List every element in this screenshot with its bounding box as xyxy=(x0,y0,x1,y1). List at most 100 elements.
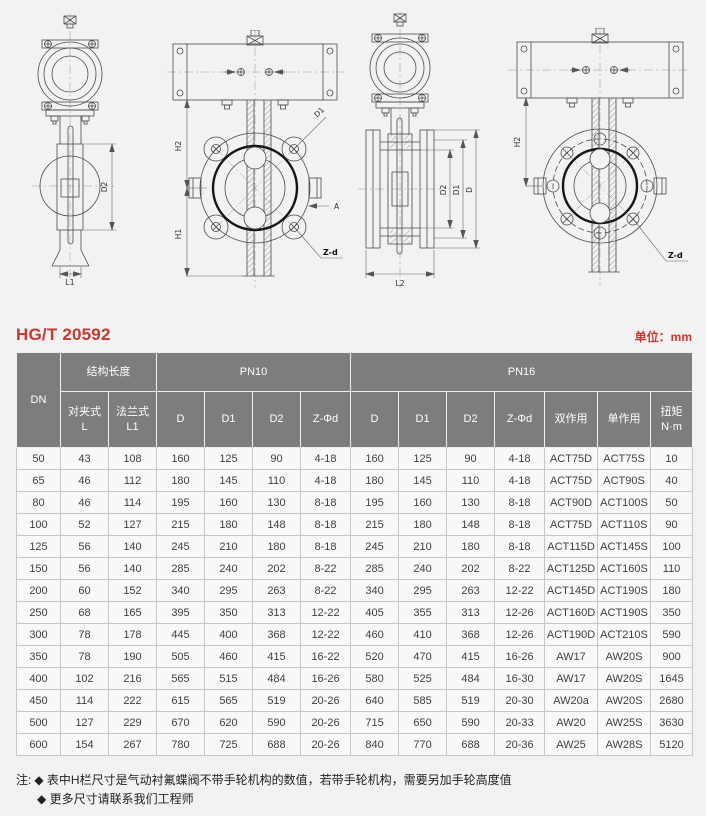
table-cell: 190 xyxy=(108,645,157,668)
table-cell: ACT115D xyxy=(544,535,599,558)
table-cell: 12-22 xyxy=(494,579,546,602)
table-cell: 140 xyxy=(108,557,157,580)
table-cell: 240 xyxy=(398,557,448,580)
note-item: ◆ 表中H栏尺寸是气动衬氟蝶阀不带手轮机构的数值，若带手轮机构，需要另加手轮高度… xyxy=(34,773,512,787)
table-cell: ACT100S xyxy=(597,491,652,514)
table-cell: 78 xyxy=(60,645,109,668)
table-cell: 125 xyxy=(398,447,448,470)
drawing-flange-front-view: H2 Z-d xyxy=(508,28,690,286)
table-cell: ACT110S xyxy=(597,513,652,536)
table-cell: 460 xyxy=(204,645,253,668)
table-cell: AW25S xyxy=(597,711,652,734)
table-cell: 313 xyxy=(252,601,301,624)
unit-label: 单位：mm xyxy=(634,330,692,344)
table-cell: ACT210S xyxy=(597,623,652,646)
table-row: 400 102 216 565 515 484 16-26 580 525 484 16-30 AW1… xyxy=(16,667,694,690)
table-cell: 263 xyxy=(446,579,496,602)
table-cell: 210 xyxy=(204,535,253,558)
table-cell: AW20S xyxy=(597,667,652,690)
table-cell: 145 xyxy=(204,469,253,492)
table-cell: 400 xyxy=(204,623,253,646)
header-double-acting: 双作用 xyxy=(544,391,599,448)
table-cell: 202 xyxy=(252,557,301,580)
table-cell: ACT75S xyxy=(597,447,652,470)
dim-label-d: D xyxy=(465,187,474,193)
table-cell: 620 xyxy=(204,711,253,734)
drawing-wafer-front-view: H2 H1 D1 A Z-d xyxy=(167,30,344,288)
table-cell: 350 xyxy=(650,601,694,624)
header-flange-l1: 法兰式 L1 xyxy=(108,391,157,448)
flange-front-hub xyxy=(589,148,611,224)
table-cell: 515 xyxy=(204,667,253,690)
table-row: 125 56 140 245 210 180 8-18 245 210 180 8-18 ACT115… xyxy=(16,535,694,558)
flange-side-body xyxy=(365,13,435,255)
table-cell: 245 xyxy=(350,535,400,558)
table-cell: 20-36 xyxy=(494,733,546,756)
table-cell: 240 xyxy=(204,557,253,580)
table-cell: 8-18 xyxy=(299,513,352,536)
header-pn16-d1: D1 xyxy=(398,391,448,448)
table-cell: 90 xyxy=(650,513,694,536)
table-cell: 715 xyxy=(350,711,400,734)
table-cell: 300 xyxy=(16,623,61,646)
table-cell: 688 xyxy=(252,733,301,756)
spec-table-body: 50 43 108 160 125 90 4-18 160 125 90 4-18 ACT75D ACT… xyxy=(16,447,694,756)
table-cell: 160 xyxy=(350,447,400,470)
spec-table-head: DN 结构长度 PN10 PN16 对夹式 L 法兰式 L1 D D1 D2 Z… xyxy=(16,352,694,448)
table-row: 80 46 114 195 160 130 8-18 195 160 130 8-18 ACT90D A… xyxy=(16,491,694,514)
table-cell: 160 xyxy=(204,491,253,514)
page-title: HG/T 20592 xyxy=(16,325,111,344)
table-cell: 600 xyxy=(16,733,61,756)
table-cell: ACT90S xyxy=(597,469,652,492)
header-pn10-d: D xyxy=(156,391,205,448)
table-cell: ACT190D xyxy=(544,623,599,646)
table-cell: 46 xyxy=(60,491,109,514)
table-cell: 295 xyxy=(204,579,253,602)
table-cell: ACT190S xyxy=(597,601,652,624)
dim-label-a: A xyxy=(334,202,340,211)
dim-label-l2: L2 xyxy=(396,279,405,288)
table-cell: 313 xyxy=(446,601,496,624)
table-cell: 470 xyxy=(398,645,448,668)
table-cell: 1645 xyxy=(650,667,694,690)
table-cell: 8-18 xyxy=(299,491,352,514)
table-cell: 650 xyxy=(398,711,448,734)
drawing-flange-side-view: D2 D1 D L2 xyxy=(358,12,480,288)
table-cell: 16-30 xyxy=(494,667,546,690)
table-cell: 180 xyxy=(398,513,448,536)
table-cell: 20-33 xyxy=(494,711,546,734)
table-cell: AW20S xyxy=(597,645,652,668)
table-cell: 410 xyxy=(398,623,448,646)
table-cell: 210 xyxy=(398,535,448,558)
table-cell: 505 xyxy=(156,645,205,668)
table-cell: 100 xyxy=(16,513,61,536)
table-row: 65 46 112 180 145 110 4-18 180 145 110 4-18 ACT75D A… xyxy=(16,469,694,492)
table-cell: 520 xyxy=(350,645,400,668)
table-cell: 5120 xyxy=(650,733,694,756)
table-cell: 127 xyxy=(108,513,157,536)
note-item: ◆ 更多尺寸请联系我们工程师 xyxy=(37,791,194,806)
table-row: 350 78 190 505 460 415 16-22 520 470 415 16-26 AW17… xyxy=(16,645,694,668)
table-cell: 202 xyxy=(446,557,496,580)
table-cell: 127 xyxy=(60,711,109,734)
table-cell: 160 xyxy=(156,447,205,470)
table-cell: 112 xyxy=(108,469,157,492)
table-cell: 415 xyxy=(252,645,301,668)
table-cell: ACT125D xyxy=(544,557,599,580)
table-cell: 68 xyxy=(60,601,109,624)
table-row: 50 43 108 160 125 90 4-18 160 125 90 4-18 ACT75D ACT… xyxy=(16,447,694,470)
table-cell: 145 xyxy=(398,469,448,492)
table-cell: 148 xyxy=(446,513,496,536)
table-cell: 10 xyxy=(650,447,694,470)
flange-side-dimensions xyxy=(365,129,480,278)
table-cell: AW20a xyxy=(544,689,599,712)
table-cell: 585 xyxy=(398,689,448,712)
table-cell: 900 xyxy=(650,645,694,668)
dim-label-l1: L1 xyxy=(66,278,75,287)
table-cell: 350 xyxy=(16,645,61,668)
table-row: 450 114 222 615 565 519 20-26 640 585 519 20-30 AW2… xyxy=(16,689,694,712)
wafer-side-body xyxy=(37,15,103,267)
table-cell: 56 xyxy=(60,557,109,580)
table-cell: 160 xyxy=(398,491,448,514)
table-cell: 90 xyxy=(446,447,496,470)
